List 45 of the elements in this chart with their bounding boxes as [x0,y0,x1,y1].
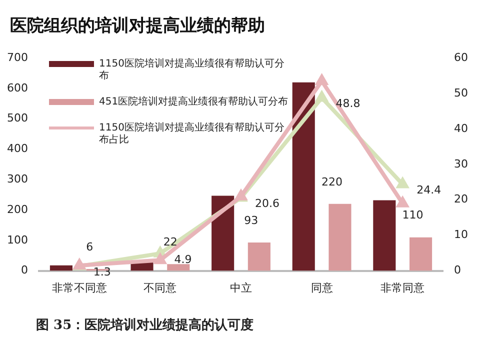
data-label: 110 [402,208,424,222]
y-tick-label: 300 [6,172,28,186]
caption: 图 35：医院培训对业绩提高的认可度 [36,316,254,334]
bar [373,200,396,271]
data-label: 6 [86,240,94,254]
data-label: 24.4 [416,184,442,197]
data-label: 1.3 [93,266,111,279]
bar [292,82,315,271]
data-label: 220 [321,175,342,188]
x-tick-label: 非常同意 [380,281,425,294]
legend-label: 451医院培训对提高业绩很有帮助认可分布 [98,96,288,108]
data-label: 4.9 [174,252,192,266]
x-tick-label: 非常不同意 [52,281,107,294]
x-tick-label: 不同意 [144,281,177,294]
point [397,197,408,208]
bar [328,204,352,271]
data-label: 48.8 [336,97,360,110]
bar [212,196,234,271]
bar [248,242,270,271]
chart-title: 医院组织的培训对提高业绩的帮助 [10,15,265,37]
y2-tick-label: 60 [454,50,468,64]
y2-tick-label: 50 [454,86,468,100]
bar [167,264,190,271]
data-label: 93 [244,214,258,227]
y2-tick-label: 40 [454,122,468,135]
legend-label: 1150医院培训对提高业绩很有帮助认可分布占比 [98,122,284,146]
bar [410,237,432,271]
data-label: 22 [163,235,178,248]
legend-label: 1150医院培训对提高业绩很有帮助认可分布 [98,58,284,82]
point [154,247,166,258]
y-tick-label: 0 [20,264,28,277]
y-tick-label: 400 [6,142,28,156]
y-tick-label: 200 [6,202,28,216]
y-tick-label: 600 [6,81,28,94]
x-tick-label: 中立 [230,281,252,294]
data-label: 20.6 [255,197,280,210]
y2-tick-label: 30 [454,157,468,170]
bar [50,265,72,271]
y2-tick-label: 0 [454,264,462,277]
x-tick-label: 同意 [310,281,333,294]
y-tick-label: 700 [6,50,28,64]
y-tick-label: 500 [6,112,28,125]
y-tick-label: 100 [6,233,28,246]
y2-tick-label: 10 [454,228,468,242]
y2-tick-label: 20 [454,192,468,206]
